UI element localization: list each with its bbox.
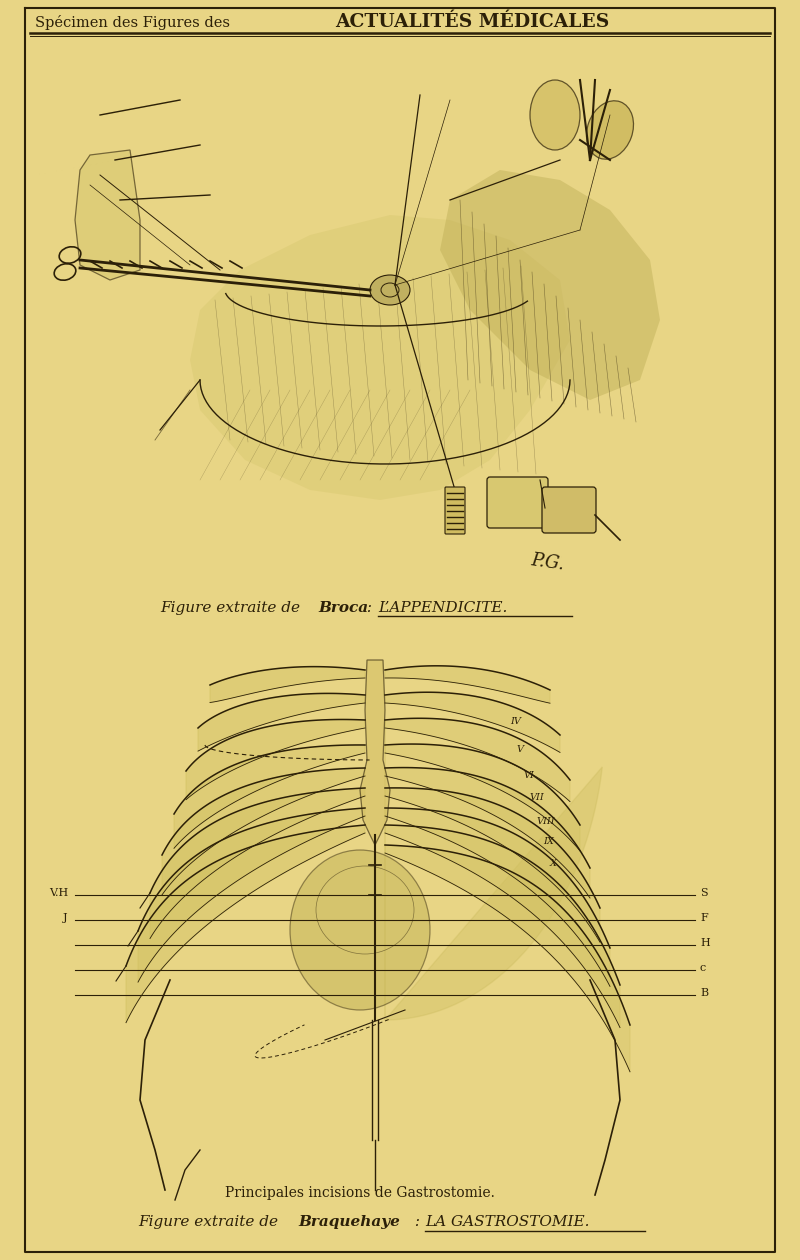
Polygon shape: [385, 767, 590, 898]
Text: :: :: [410, 1215, 425, 1228]
Polygon shape: [150, 788, 365, 939]
Polygon shape: [210, 667, 365, 703]
Ellipse shape: [530, 79, 580, 150]
FancyBboxPatch shape: [487, 478, 548, 528]
FancyBboxPatch shape: [542, 488, 596, 533]
Polygon shape: [385, 845, 630, 1072]
Text: VI: VI: [523, 771, 534, 780]
Polygon shape: [190, 215, 570, 500]
Text: P.G.: P.G.: [530, 552, 566, 575]
Text: Spécimen des Figures des: Spécimen des Figures des: [35, 15, 230, 29]
Text: X: X: [550, 859, 556, 868]
Polygon shape: [385, 665, 550, 703]
Text: S: S: [700, 888, 708, 898]
Text: L’APPENDICITE.: L’APPENDICITE.: [378, 601, 507, 615]
Text: Figure extraite de: Figure extraite de: [160, 601, 305, 615]
Polygon shape: [198, 693, 365, 751]
Text: V: V: [517, 745, 524, 753]
Text: IV: IV: [510, 717, 521, 726]
Polygon shape: [174, 745, 365, 848]
Polygon shape: [385, 692, 560, 752]
Text: Figure extraite de: Figure extraite de: [138, 1215, 283, 1228]
Polygon shape: [162, 769, 365, 895]
Polygon shape: [385, 808, 610, 987]
Polygon shape: [126, 825, 365, 1023]
Text: H: H: [700, 937, 710, 948]
Text: VII: VII: [530, 794, 545, 803]
Text: Braquehaye: Braquehaye: [298, 1215, 400, 1228]
Text: VIII: VIII: [536, 816, 555, 825]
Polygon shape: [186, 719, 365, 800]
Polygon shape: [100, 100, 180, 115]
Text: F: F: [700, 914, 708, 924]
Polygon shape: [385, 719, 602, 1021]
Text: :: :: [362, 601, 377, 615]
Polygon shape: [385, 718, 570, 801]
Polygon shape: [360, 660, 390, 845]
Polygon shape: [385, 745, 580, 850]
Polygon shape: [385, 825, 620, 1028]
Polygon shape: [440, 170, 660, 399]
Text: c: c: [700, 963, 706, 973]
Text: Broca: Broca: [318, 601, 368, 615]
Text: ACTUALITÉS MÉDICALES: ACTUALITÉS MÉDICALES: [335, 13, 610, 32]
Text: IX: IX: [542, 837, 554, 845]
Polygon shape: [138, 808, 365, 982]
Polygon shape: [75, 150, 140, 280]
Text: V.H: V.H: [49, 888, 68, 898]
FancyBboxPatch shape: [445, 488, 465, 534]
Ellipse shape: [290, 850, 430, 1011]
Text: LA GASTROSTOMIE.: LA GASTROSTOMIE.: [425, 1215, 590, 1228]
Text: J: J: [63, 914, 68, 924]
Text: B: B: [700, 988, 708, 998]
Ellipse shape: [586, 101, 634, 159]
Text: Principales incisions de Gastrostomie.: Principales incisions de Gastrostomie.: [225, 1186, 495, 1200]
Ellipse shape: [370, 275, 410, 305]
Polygon shape: [385, 788, 600, 942]
